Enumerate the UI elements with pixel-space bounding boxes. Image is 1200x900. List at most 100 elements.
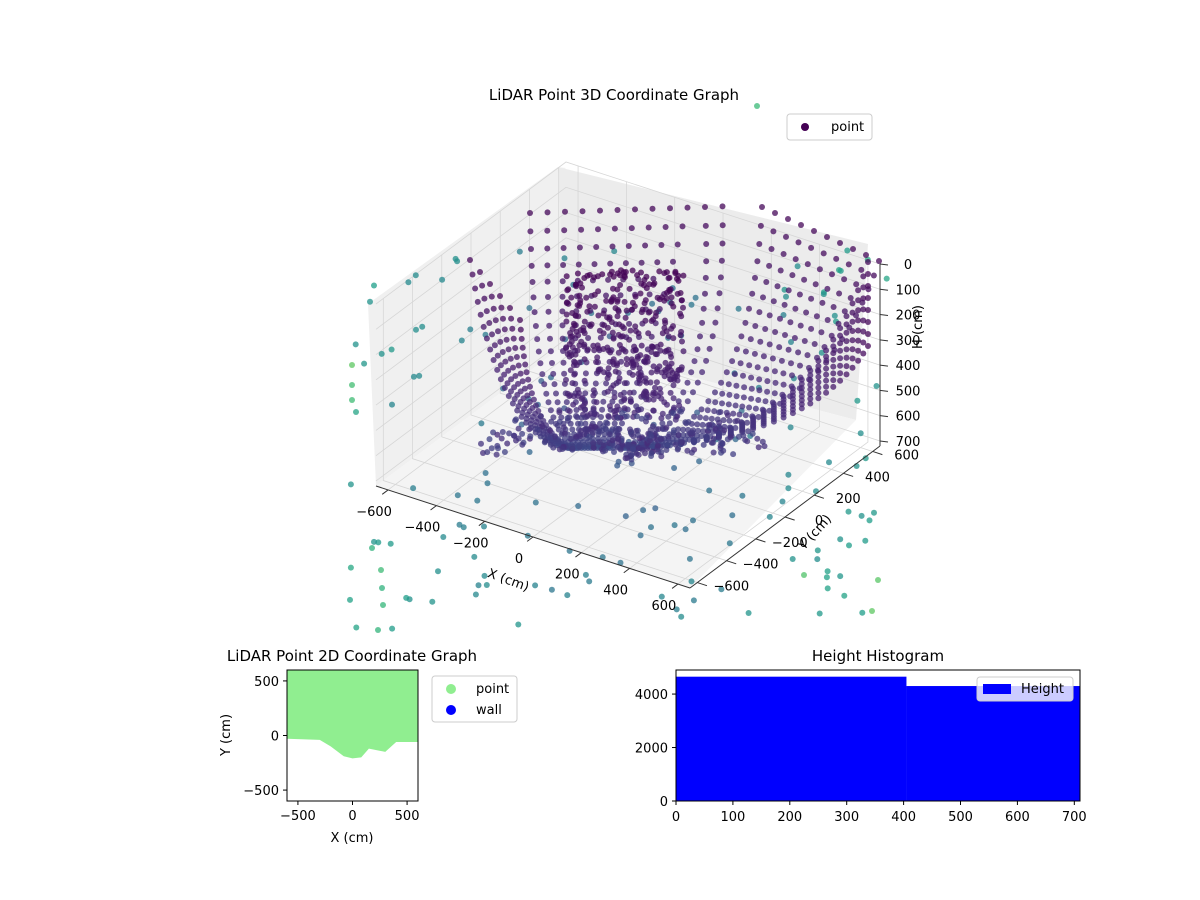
point-marker	[697, 414, 703, 421]
point-marker	[517, 317, 523, 323]
point-marker	[678, 297, 685, 304]
point-marker	[815, 395, 822, 402]
point-marker	[785, 216, 791, 222]
point-marker	[576, 433, 583, 440]
z-tick-label-3d: 600	[896, 410, 921, 425]
point-marker	[677, 438, 684, 445]
point-marker	[798, 393, 805, 400]
point-marker	[582, 370, 589, 377]
point-marker	[561, 370, 568, 377]
point-marker	[674, 290, 681, 297]
point-marker	[649, 343, 656, 350]
point-marker	[733, 382, 740, 389]
point-marker	[854, 397, 861, 404]
point-marker	[532, 323, 539, 329]
x-tick-label-histogram: 700	[1062, 810, 1087, 825]
z-tick-label-3d: 100	[896, 283, 921, 298]
point-marker	[738, 333, 745, 340]
point-marker	[808, 295, 815, 302]
point-marker	[858, 512, 865, 519]
point-marker	[792, 256, 799, 263]
legend-histogram: Height	[976, 676, 1074, 702]
point-marker	[623, 413, 630, 420]
point-marker	[760, 422, 767, 429]
point-marker	[535, 408, 542, 414]
point-marker	[789, 410, 796, 417]
point-marker	[759, 438, 766, 445]
point-marker	[837, 355, 844, 362]
point-marker	[780, 312, 787, 318]
point-marker	[615, 439, 622, 446]
point-marker	[665, 333, 672, 340]
z-tick-label-3d: 700	[896, 435, 921, 450]
point-marker	[668, 376, 674, 383]
point-marker	[352, 341, 359, 348]
point-marker	[815, 379, 822, 386]
point-marker	[596, 439, 603, 445]
point-marker	[602, 425, 609, 432]
point-marker	[870, 272, 877, 279]
point-marker	[519, 378, 526, 385]
point-marker	[674, 241, 681, 248]
point-marker	[593, 399, 600, 406]
point-marker	[621, 298, 628, 305]
point-marker	[515, 435, 522, 442]
point-marker	[649, 205, 656, 212]
point-marker	[513, 354, 520, 360]
point-marker	[474, 497, 481, 504]
point-marker	[684, 204, 691, 211]
point-marker	[680, 389, 687, 396]
point-marker	[837, 370, 844, 377]
point-marker	[774, 283, 781, 290]
x-tick-label-3d: −600	[356, 505, 392, 520]
point-marker	[593, 244, 600, 250]
point-marker	[678, 313, 685, 320]
point-marker	[756, 376, 763, 383]
point-marker	[755, 414, 762, 420]
point-marker	[512, 373, 519, 379]
point-marker	[830, 343, 837, 350]
point-marker	[778, 357, 785, 364]
point-marker	[440, 534, 447, 540]
grid-line-y	[558, 167, 873, 452]
point-marker	[403, 594, 410, 601]
point-marker	[694, 346, 701, 353]
point-marker	[754, 103, 760, 109]
y-tick-label-3d: −200	[772, 536, 808, 551]
point-marker	[526, 426, 533, 433]
point-marker	[698, 406, 705, 413]
point-marker	[560, 262, 567, 268]
point-marker	[617, 559, 624, 566]
point-marker	[490, 305, 497, 312]
point-marker	[700, 428, 707, 435]
point-marker	[561, 227, 568, 234]
point-marker	[733, 393, 740, 400]
point-marker	[619, 410, 626, 417]
point-marker	[830, 304, 837, 310]
point-marker	[621, 274, 628, 281]
point-marker	[561, 255, 568, 262]
point-marker	[530, 396, 537, 403]
point-marker	[674, 446, 681, 453]
point-marker	[576, 342, 583, 349]
point-marker	[815, 368, 822, 375]
point-marker	[537, 360, 544, 367]
point-marker	[618, 333, 624, 340]
point-marker	[658, 435, 665, 442]
y-tick-label-3d: 200	[836, 492, 861, 507]
point-marker	[576, 244, 583, 251]
point-marker	[656, 306, 663, 312]
point-marker	[349, 382, 355, 388]
point-marker	[725, 401, 732, 408]
point-marker	[628, 356, 635, 363]
point-marker	[682, 526, 689, 533]
point-marker	[621, 395, 628, 402]
y-tick-label-2d: −500	[243, 784, 279, 799]
point-marker	[590, 342, 597, 349]
point-marker	[410, 373, 417, 380]
point-marker	[815, 373, 822, 380]
point-marker	[629, 446, 636, 453]
point-marker	[711, 408, 718, 415]
point-marker	[785, 287, 792, 294]
point-marker	[819, 299, 826, 306]
